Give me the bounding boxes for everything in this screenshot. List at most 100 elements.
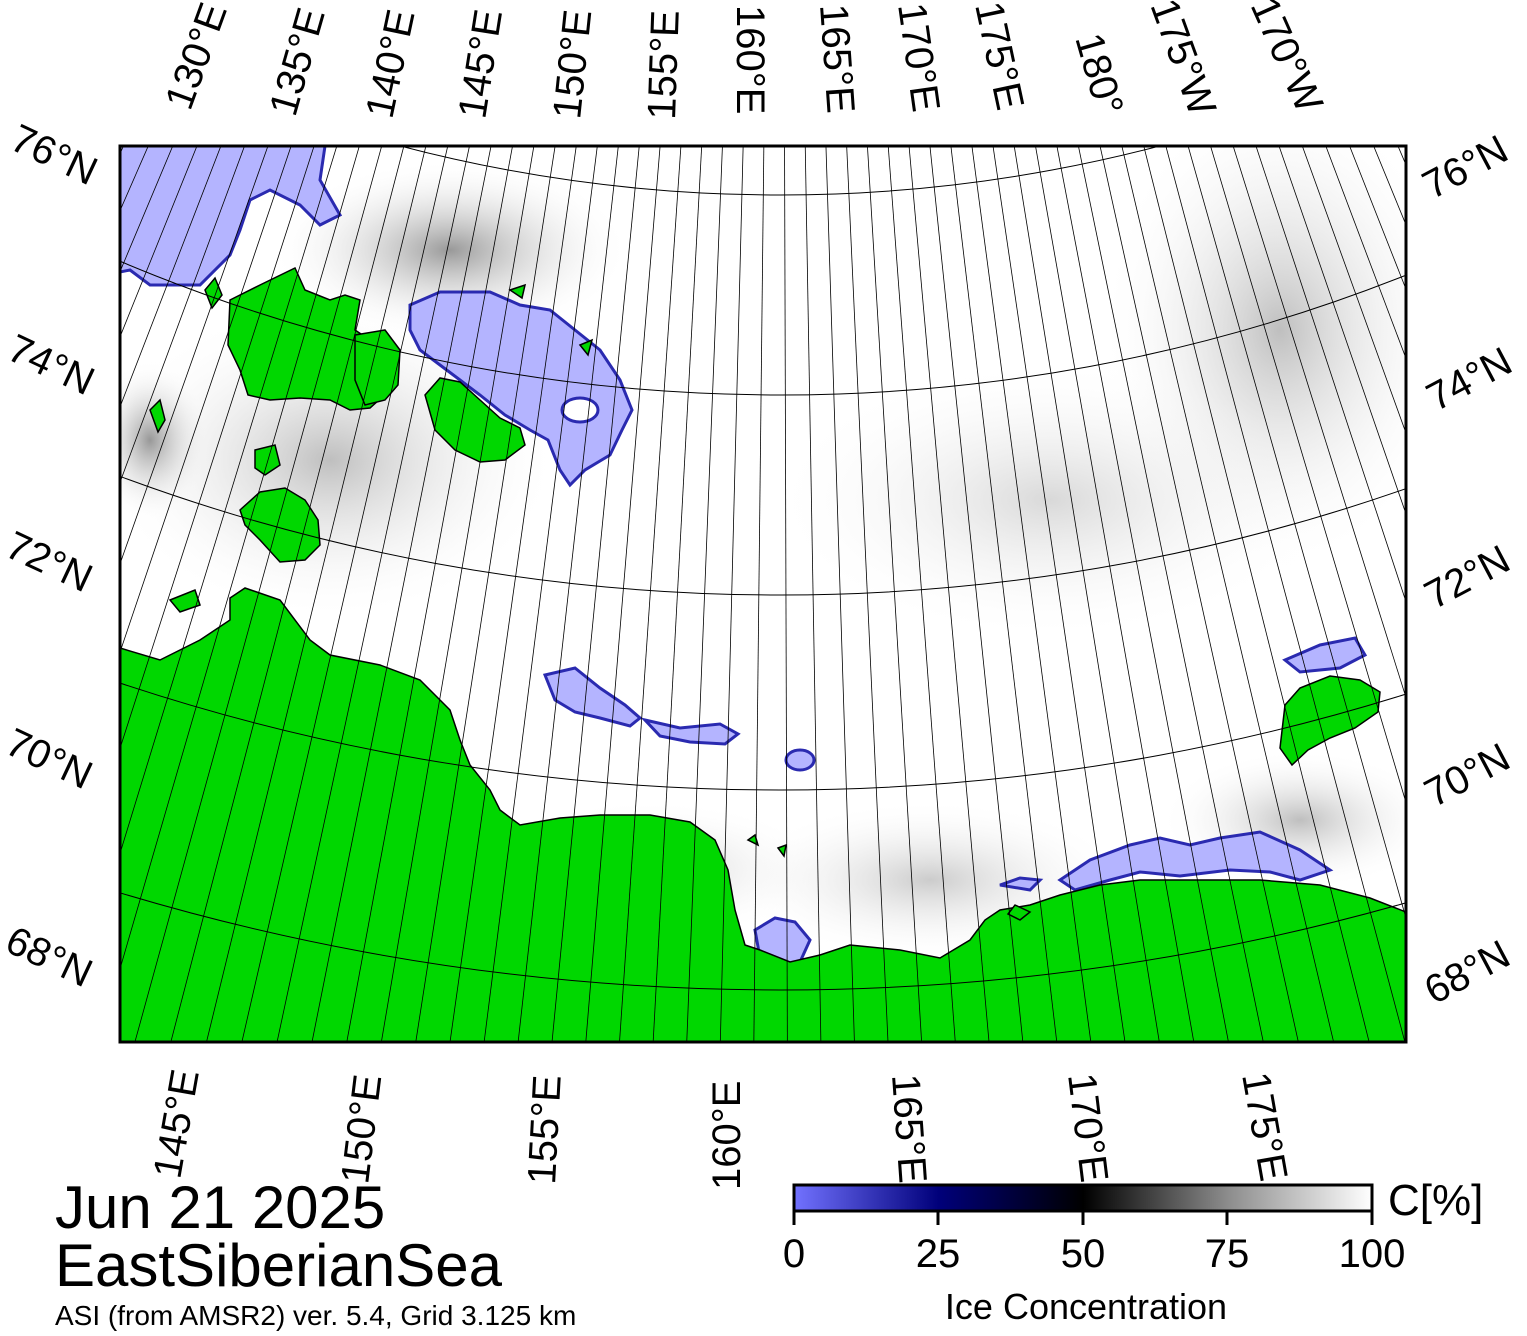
meridian-line [483, 146, 598, 1042]
region-title: EastSiberianSea [55, 1232, 502, 1299]
mainland-coast [120, 587, 1406, 1042]
meridian-line [0, 0, 3, 704]
meridian-line [380, 146, 535, 1042]
island-novaya-sibir [424, 377, 526, 463]
map-area [0, 0, 1527, 1042]
island-small-4 [776, 843, 787, 858]
meridian-line [120, 146, 292, 654]
meridian-line [908, 146, 990, 1042]
lat-label-right: 72°N [1418, 537, 1518, 618]
island-small-6 [578, 338, 594, 357]
right-latitude-labels: 76°N 74°N 72°N 70°N 68°N [1416, 127, 1520, 1013]
lon-label-top: 175°E [966, 0, 1032, 114]
lat-label-left: 72°N [0, 523, 99, 601]
meridian-line [311, 146, 492, 1042]
meridian-line [1210, 146, 1406, 804]
lon-label-bottom: 170°E [1059, 1071, 1116, 1185]
meridian-line [241, 146, 449, 1042]
meridian-line [686, 146, 723, 1042]
meridian-line [1143, 146, 1370, 1042]
meridian-line [867, 146, 923, 1042]
colorbar-title: Ice Concentration [944, 1286, 1228, 1327]
meridian-line [1519, 0, 1527, 757]
lon-label-bottom: 175°E [1233, 1069, 1295, 1184]
meridian-line [1255, 146, 1406, 604]
top-longitude-labels: 130°E 135°E 140°E 145°E 150°E 155°E 160°… [157, 0, 1331, 122]
meridian-line [1013, 146, 1160, 1042]
meridian-line [170, 146, 405, 1042]
lon-label-top: 160°E [728, 5, 772, 114]
meridian-line [1472, 0, 1527, 816]
meridian-line [517, 146, 619, 1042]
lon-label-top: 155°E [640, 9, 688, 120]
meridian-line [929, 146, 1024, 1042]
source-caption: ASI (from AMSR2) ver. 5.4, Grid 3.125 km [55, 1300, 577, 1331]
meridian-line [753, 146, 765, 1042]
lon-label-bottom: 160°E [705, 1081, 749, 1190]
lon-label-bottom: 155°E [520, 1074, 570, 1186]
island-bennett [204, 276, 223, 310]
colorbar-tick-label: 75 [1204, 1232, 1250, 1276]
lat-label-left: 74°N [1, 326, 101, 404]
meridian-line [120, 146, 315, 750]
colorbar-ticks [792, 1211, 1374, 1225]
meridian-line [971, 146, 1092, 1042]
lat-label-left: 70°N [0, 720, 99, 798]
meridian-line [719, 146, 744, 1042]
meridian-line [1099, 146, 1299, 1042]
meridian-line [1056, 146, 1229, 1042]
meridian-line [619, 146, 682, 1042]
lat-label-left: 76°N [4, 116, 104, 194]
meridian-line [415, 146, 556, 1042]
island-stolbovoy [239, 487, 321, 563]
lon-label-top: 170°W [1242, 0, 1331, 119]
meridian-line [206, 146, 427, 1042]
lon-label-bottom: 150°E [333, 1072, 390, 1186]
bottom-longitude-labels: 145°E 150°E 155°E 160°E 165°E 170°E 175°… [146, 1066, 1296, 1190]
meridian-line [120, 146, 338, 855]
map-frame [118, 144, 1408, 1044]
land-masses [120, 266, 1406, 1042]
meridian-line [276, 146, 470, 1042]
meridian-line [1488, 0, 1527, 797]
meridian-line [1077, 146, 1264, 1042]
meridian-line [585, 146, 661, 1042]
lat-label-right: 70°N [1418, 735, 1518, 816]
lon-label-bottom: 165°E [883, 1073, 935, 1185]
island-small-5 [508, 283, 527, 300]
latitude-line [399, 146, 1161, 196]
island-small-2 [149, 398, 166, 434]
left-latitude-labels: 76°N 74°N 72°N 70°N 68°N [0, 116, 104, 996]
meridian-line [1440, 0, 1527, 854]
meridian-line [652, 146, 703, 1042]
meridian-line [1456, 0, 1527, 835]
lon-label-top: 145°E [450, 6, 511, 121]
meridian-line [825, 146, 855, 1042]
island-small-1 [254, 444, 281, 476]
colorbar-tick-label: 100 [1338, 1232, 1406, 1276]
meridian-line [0, 0, 64, 786]
colorbar-unit: C[%] [1388, 1176, 1484, 1225]
meridian-line [0, 0, 111, 843]
meridian-line [1121, 146, 1335, 1042]
lat-label-right: 68°N [1418, 932, 1518, 1013]
island-wrangel [1279, 675, 1381, 767]
colorbar-tick-label: 25 [915, 1232, 961, 1276]
meridian-line [346, 146, 513, 1042]
island-bear-1 [1006, 904, 1032, 921]
lon-label-top: 175°W [1142, 0, 1225, 122]
colorbar [792, 1183, 1374, 1225]
lon-label-top: 170°E [889, 0, 948, 114]
meridian-line [784, 146, 788, 1042]
meridian-line [1424, 0, 1527, 872]
lon-label-bottom: 145°E [146, 1066, 208, 1181]
meridian-line [1232, 146, 1406, 699]
lon-label-top: 135°E [261, 3, 333, 120]
meridian-line [1278, 146, 1406, 516]
meridian-line [0, 0, 79, 806]
meridian-line [449, 146, 577, 1042]
lon-label-top: 180° [1066, 28, 1131, 120]
meridian-line [846, 146, 889, 1042]
meridian-line [120, 146, 360, 971]
